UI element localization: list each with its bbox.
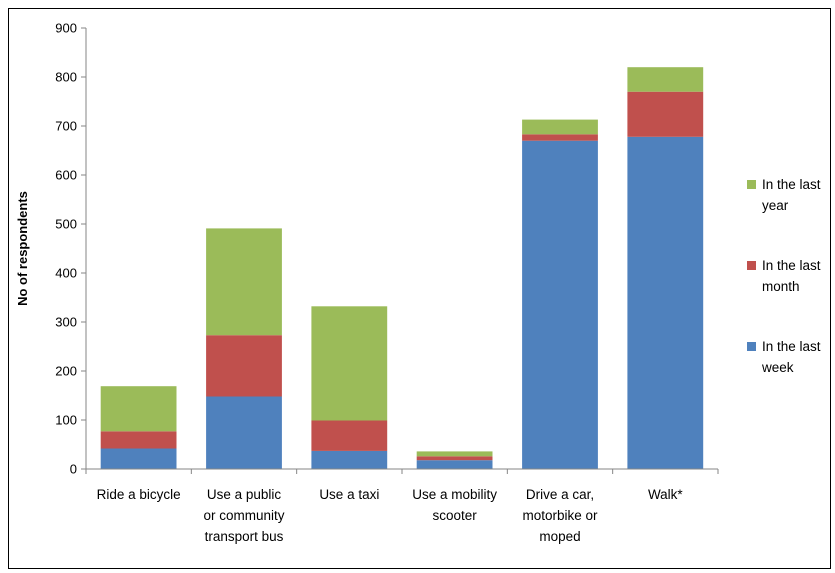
legend-label-line: In the last <box>762 258 821 273</box>
x-category-label-line: or community <box>203 508 284 523</box>
legend-label-line: In the last <box>762 177 821 192</box>
x-category-label: Ride a bicycle <box>97 487 181 502</box>
x-category-label-line: moped <box>539 529 580 544</box>
x-category-label-line: Walk* <box>648 487 683 502</box>
y-tick-label: 900 <box>55 21 77 36</box>
y-tick-label: 400 <box>55 266 77 281</box>
stacked-bar-chart: 0 100 200 300 400 500 600 700 800 900 Ride a bicyc… <box>15 21 821 545</box>
x-category-label-line: Use a public <box>207 487 282 502</box>
bar-segment-5-series-3 <box>522 119 598 135</box>
legend-swatch <box>747 180 756 189</box>
y-tick-label: 500 <box>55 217 77 232</box>
x-category-label-line: Drive a car, <box>526 487 594 502</box>
x-category-label-line: motorbike or <box>522 508 598 523</box>
bar-segment-1-series-3 <box>100 386 177 432</box>
legend-swatch <box>747 342 756 351</box>
y-tick-label: 800 <box>55 70 77 85</box>
y-axis-title: No of respondents <box>15 191 30 306</box>
legend-label: In the last month <box>762 258 821 294</box>
bar-segment-2-series-3 <box>206 228 282 336</box>
bar-segment-2-series-1 <box>206 396 282 469</box>
legend-label-line: month <box>762 279 800 294</box>
bar-segment-6-series-1 <box>627 136 704 470</box>
x-category-label-line: Use a taxi <box>319 487 379 502</box>
legend-label-line: week <box>761 360 794 375</box>
y-tick-label: 100 <box>55 413 77 428</box>
x-category-label: Use a taxi <box>319 487 379 502</box>
axes-layer <box>81 27 719 474</box>
bar-segment-5-series-1 <box>522 140 598 469</box>
bar-segment-3-series-2 <box>311 420 388 451</box>
labels-layer: 0 100 200 300 400 500 600 700 800 900 Ride a bicyc… <box>55 21 683 545</box>
x-category-label: Walk* <box>648 487 683 502</box>
x-category-label: Use a mobility scooter <box>412 487 497 523</box>
bar-segment-6-series-3 <box>627 67 704 92</box>
x-category-label-line: scooter <box>433 508 478 523</box>
y-tick-label: 0 <box>70 462 77 477</box>
x-category-label-line: Use a mobility <box>412 487 497 502</box>
bar-segment-5-series-2 <box>522 134 598 141</box>
bar-segment-1-series-1 <box>100 448 177 469</box>
legend-label: In the last week <box>761 339 821 375</box>
bar-segment-4-series-2 <box>416 456 493 461</box>
legend-label: In the last year <box>762 177 821 213</box>
bar-segment-6-series-2 <box>627 91 704 137</box>
x-category-label: Drive a car, motorbike or moped <box>522 487 598 544</box>
y-tick-label: 700 <box>55 119 77 134</box>
legend-label-line: year <box>762 198 789 213</box>
x-category-label: Use a public or community transport bus <box>203 487 284 544</box>
y-tick-label: 200 <box>55 364 77 379</box>
bar-segment-2-series-2 <box>206 335 282 397</box>
x-category-label-line: transport bus <box>205 529 284 544</box>
y-tick-label: 300 <box>55 315 77 330</box>
x-category-label-line: Ride a bicycle <box>97 487 181 502</box>
legend-label-line: In the last <box>762 339 821 354</box>
legend-swatch <box>747 261 756 270</box>
chart-frame: 0 100 200 300 400 500 600 700 800 900 Ride a bicyc… <box>8 8 831 569</box>
bar-segment-3-series-1 <box>311 450 388 469</box>
bars-layer <box>100 67 704 470</box>
bar-segment-3-series-3 <box>311 306 388 421</box>
bar-segment-4-series-3 <box>416 451 493 457</box>
bar-segment-1-series-2 <box>100 431 177 449</box>
y-tick-label: 600 <box>55 168 77 183</box>
bar-segment-4-series-1 <box>416 460 493 469</box>
